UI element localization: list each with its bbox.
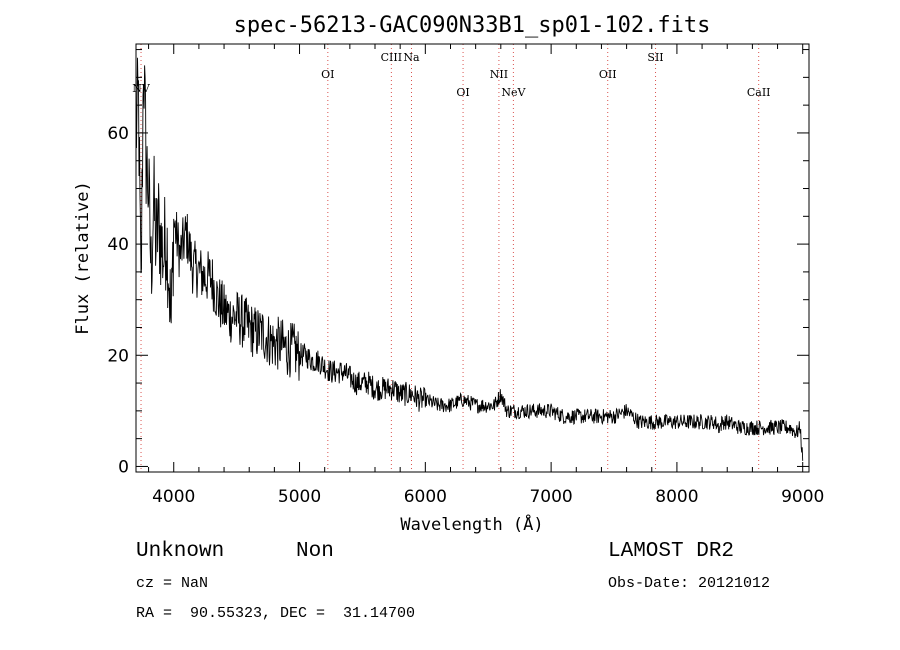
line-label: Na	[403, 51, 420, 64]
x-tick-label: 7000	[529, 487, 572, 507]
x-axis-label: Wavelength (Å)	[400, 513, 543, 535]
survey-label: LAMOST DR2	[608, 540, 735, 563]
line-label: CIII	[381, 51, 402, 64]
line-label: NII	[490, 68, 508, 81]
class-label: Unknown	[136, 540, 225, 563]
plot-frame	[135, 43, 810, 473]
y-axis-label: Flux (relative)	[73, 181, 93, 335]
radec-label: RA = 90.55323, DEC = 31.14700	[136, 605, 416, 622]
obsdate-label: Obs-Date: 20121012	[608, 575, 771, 592]
spectrum-series	[135, 57, 804, 461]
x-tick-label: 9000	[781, 487, 824, 507]
y-tick-label: 20	[107, 346, 129, 366]
x-tick-label: 4000	[152, 487, 195, 507]
x-tick-label: 6000	[404, 487, 447, 507]
line-label: OI	[321, 68, 334, 81]
subclass-label: Non	[296, 540, 334, 563]
axis-ticks: 4000 5000 6000 7000 8000 9000 0 20 40 60	[107, 44, 824, 507]
y-tick-label: 40	[107, 235, 129, 255]
x-tick-label: 8000	[655, 487, 698, 507]
line-label: NV	[132, 82, 151, 95]
line-label: SII	[647, 51, 663, 64]
chart-title: spec-56213-GAC090N33B1_sp01-102.fits	[234, 13, 711, 38]
line-label: OII	[599, 68, 617, 81]
line-label: CaII	[747, 86, 771, 99]
y-tick-label: 0	[118, 457, 129, 477]
cz-label: cz = NaN	[136, 575, 209, 592]
line-label: OI	[456, 86, 469, 99]
line-label: NeV	[501, 86, 526, 99]
y-tick-label: 60	[107, 124, 129, 144]
x-tick-label: 5000	[278, 487, 321, 507]
spectrum-line	[135, 57, 804, 461]
